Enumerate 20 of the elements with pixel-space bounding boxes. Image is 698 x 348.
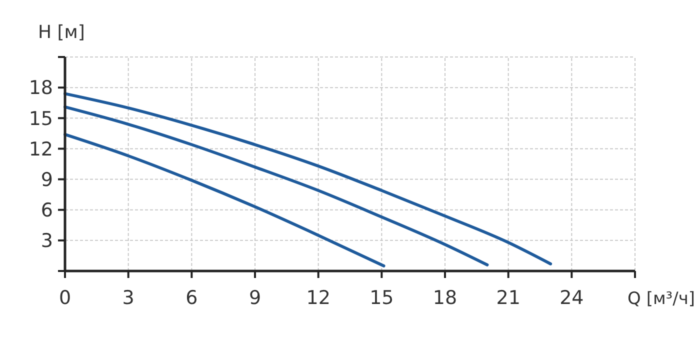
y-tick-label: 15 (28, 108, 53, 130)
line-series (64, 105, 489, 266)
x-tick-label: 15 (370, 287, 394, 309)
x-tick-label: 24 (560, 287, 584, 309)
line-series (64, 132, 386, 268)
x-tick-label: 6 (186, 287, 198, 309)
x-tick-label: 0 (58, 287, 72, 309)
line-series (64, 92, 552, 266)
x-axis-title: Q [м³/ч] (628, 289, 695, 309)
y-tick-label: 9 (40, 168, 53, 191)
x-tick-label: 3 (122, 287, 134, 309)
y-axis-title: H [м] (38, 22, 85, 43)
x-tick-label: 9 (248, 287, 262, 309)
y-tick-label: 12 (28, 138, 53, 160)
y-tick-label: 18 (28, 77, 53, 100)
y-tick-label: 3 (40, 230, 53, 252)
x-tick-label: 18 (432, 287, 458, 309)
y-tick-label: 6 (40, 200, 53, 222)
x-tick-label: 21 (496, 287, 520, 309)
x-tick-label: 12 (306, 287, 330, 309)
